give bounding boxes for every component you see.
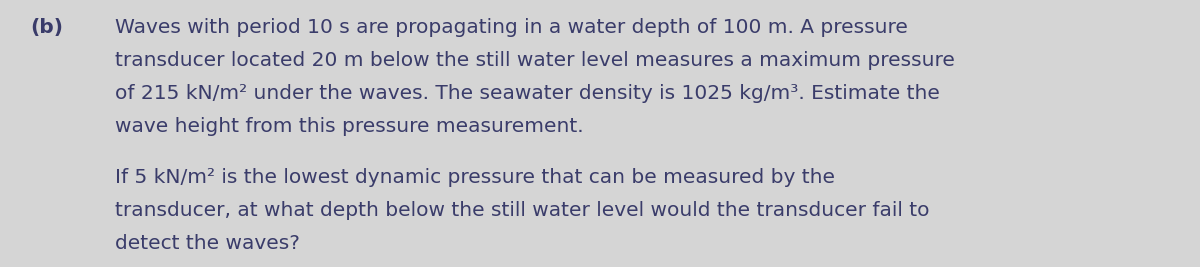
Text: of 215 kN/m² under the waves. The seawater density is 1025 kg/m³. Estimate the: of 215 kN/m² under the waves. The seawat…	[115, 84, 940, 103]
Text: transducer located 20 m below the still water level measures a maximum pressure: transducer located 20 m below the still …	[115, 51, 955, 70]
Text: wave height from this pressure measurement.: wave height from this pressure measureme…	[115, 117, 583, 136]
Text: detect the waves?: detect the waves?	[115, 234, 300, 253]
Text: transducer, at what depth below the still water level would the transducer fail : transducer, at what depth below the stil…	[115, 201, 930, 220]
Text: If 5 kN/m² is the lowest dynamic pressure that can be measured by the: If 5 kN/m² is the lowest dynamic pressur…	[115, 168, 835, 187]
Text: (b): (b)	[30, 18, 64, 37]
Text: Waves with period 10 s are propagating in a water depth of 100 m. A pressure: Waves with period 10 s are propagating i…	[115, 18, 908, 37]
